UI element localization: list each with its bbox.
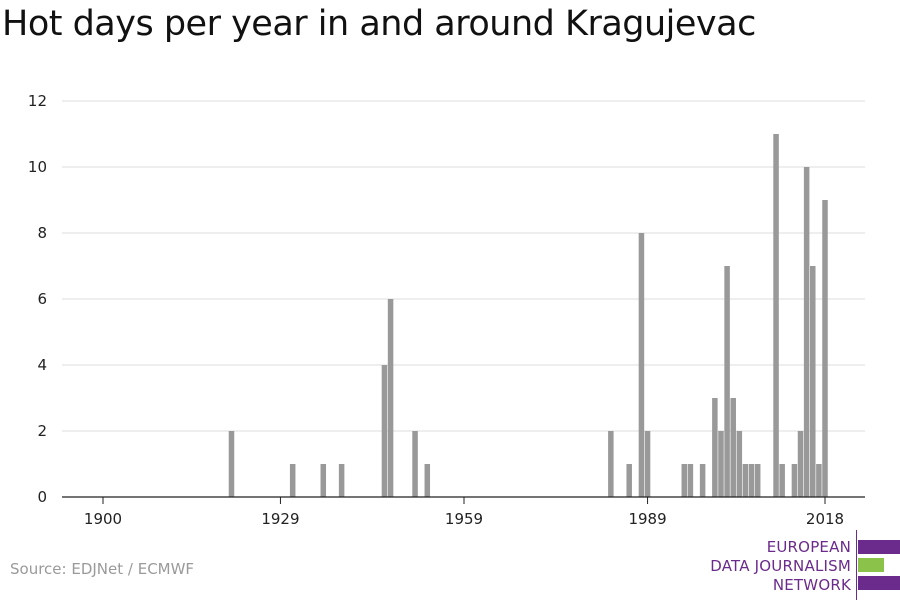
source-note: Source: EDJNet / ECMWF (10, 560, 195, 578)
bar (822, 200, 828, 497)
y-tick-label: 6 (37, 290, 47, 308)
bar (228, 431, 235, 497)
bar (779, 464, 785, 497)
x-tick-label: 2018 (806, 510, 844, 528)
bar (730, 398, 736, 497)
bars (228, 134, 828, 497)
x-axis: 1900 1929 1959 1989 2018 (62, 496, 865, 528)
x-tick-label: 1929 (261, 510, 299, 528)
bar (773, 134, 779, 497)
logo-line-3: NETWORK (772, 576, 851, 594)
bar (699, 464, 706, 497)
bar (608, 431, 614, 497)
bar (320, 464, 327, 497)
bar (736, 431, 743, 497)
logo-line-2: DATA JOURNALISM (710, 557, 851, 575)
logo-bar-purple-bottom (858, 576, 900, 590)
bar (810, 266, 816, 497)
logo-bar-green (858, 558, 884, 572)
bar (644, 431, 651, 497)
x-tick-label: 1900 (84, 510, 122, 528)
bar (681, 464, 688, 497)
bar (412, 431, 418, 497)
bar (687, 464, 694, 497)
y-tick-label: 2 (37, 422, 47, 440)
y-tick-label: 12 (28, 92, 47, 110)
bar (803, 167, 810, 497)
chart-title: Hot days per year in and around Kragujev… (2, 4, 756, 44)
bar (791, 464, 798, 497)
bar (754, 464, 761, 497)
logo-bar-purple-top (858, 540, 900, 554)
bar (638, 233, 645, 497)
x-tick-label: 1959 (445, 510, 483, 528)
bar (724, 266, 730, 497)
bar (797, 431, 804, 497)
y-tick-label: 10 (28, 158, 47, 176)
y-tick-label: 4 (37, 356, 47, 374)
bar (626, 464, 632, 497)
gridlines (62, 100, 865, 432)
bar (742, 464, 749, 497)
bar (712, 398, 718, 497)
bar (338, 464, 345, 497)
y-tick-label: 0 (37, 488, 47, 506)
bar (816, 464, 822, 497)
bar (424, 464, 431, 497)
logo-separator (856, 530, 857, 600)
bar (381, 365, 388, 497)
logo-line-1: EUROPEAN (766, 538, 851, 556)
x-tick-label: 1989 (628, 510, 666, 528)
bar-chart: 0 2 4 6 8 10 12 1900 1929 1959 1989 2018 (28, 92, 865, 528)
edjnet-logo: EUROPEAN DATA JOURNALISM NETWORK (700, 530, 900, 600)
bar (289, 464, 296, 497)
bar (387, 299, 394, 497)
y-tick-label: 8 (37, 224, 47, 242)
y-axis-tick-labels: 0 2 4 6 8 10 12 (28, 92, 47, 506)
bar (718, 431, 724, 497)
bar (748, 464, 755, 497)
